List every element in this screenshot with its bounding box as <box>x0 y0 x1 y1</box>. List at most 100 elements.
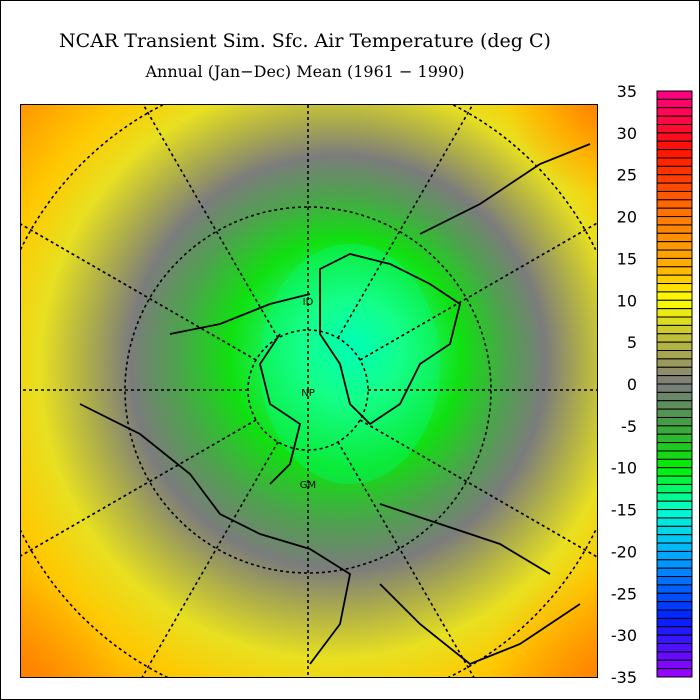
colorbar-band <box>656 207 693 218</box>
colorbar-band <box>656 391 693 402</box>
chart-subtitle: Annual (Jan−Dec) Mean (1961 − 1990) <box>145 62 465 81</box>
cold-anomaly-greenland <box>260 244 440 484</box>
chart-title: NCAR Transient Sim. Sfc. Air Temperature… <box>59 30 551 52</box>
colorbar-band <box>656 467 693 477</box>
colorbar-band <box>656 157 693 167</box>
colorbar-band <box>656 249 693 259</box>
colorbar-band <box>656 283 693 293</box>
colorbar-band <box>656 492 693 502</box>
colorbar-tick-label: -30 <box>611 626 637 645</box>
colorbar-band <box>656 216 693 226</box>
colorbar-band <box>656 132 693 142</box>
colorbar-band <box>656 643 693 653</box>
colorbar-band <box>656 483 693 494</box>
meridian-line <box>359 221 598 361</box>
colorbar-tick-label: 25 <box>617 166 637 185</box>
colorbar-tick-label: -5 <box>621 417 637 436</box>
colorbar-band <box>656 299 693 310</box>
colorbar-band <box>656 366 693 377</box>
colorbar-band <box>656 257 693 268</box>
colorbar-tick-label: -20 <box>611 542 637 561</box>
colorbar-band <box>656 617 693 628</box>
colorbar-band <box>656 375 693 385</box>
colorbar-band <box>656 383 693 393</box>
colorbar-tick-label: 20 <box>617 208 637 227</box>
colorbar-band <box>656 442 693 452</box>
colorbar-band <box>656 559 693 569</box>
colorbar-band <box>656 584 693 594</box>
colorbar-band <box>656 450 693 460</box>
colorbar-band <box>656 350 693 360</box>
colorbar-band <box>656 668 693 678</box>
colorbar-band <box>656 601 693 611</box>
colorbar-band <box>656 182 693 192</box>
colorbar-band <box>656 341 693 352</box>
colorbar-band <box>656 232 693 243</box>
colorbar-band <box>656 165 693 176</box>
colorbar-band <box>656 592 693 603</box>
colorbar-tick-label: -35 <box>611 668 637 687</box>
colorbar-band <box>656 475 693 485</box>
colorbar-band <box>656 199 693 209</box>
colorbar-band <box>656 567 693 578</box>
coastline-scandinavia <box>259 333 302 485</box>
colorbar-band <box>656 576 693 586</box>
colorbar-band <box>656 107 693 117</box>
colorbar-band <box>656 509 693 519</box>
colorbar-band <box>656 190 693 201</box>
colorbar-band <box>656 400 693 410</box>
colorbar-band <box>656 433 693 444</box>
colorbar-band <box>656 416 693 427</box>
colorbar-band <box>656 174 693 184</box>
colorbar-tick-label: 10 <box>617 291 637 310</box>
colorbar-band <box>656 500 693 511</box>
colorbar-band <box>656 333 693 343</box>
colorbar-band <box>656 241 693 251</box>
colorbar-band <box>656 408 693 418</box>
colorbar-band <box>656 534 693 544</box>
colorbar-band <box>656 115 693 125</box>
colorbar-band <box>656 609 693 619</box>
colorbar-band <box>656 425 693 435</box>
colorbar-band <box>656 659 693 670</box>
colorbar-band <box>656 517 693 527</box>
colorbar-band <box>656 324 693 335</box>
colorbar-band <box>656 224 693 234</box>
coastline-greenland <box>319 253 462 426</box>
coastline-north-america <box>379 143 591 575</box>
colorbar-band <box>656 525 693 536</box>
map-border <box>20 104 598 678</box>
label-id: ID <box>303 297 314 308</box>
colorbar-band <box>656 291 693 301</box>
colorbar-tick-label: -10 <box>611 459 637 478</box>
label-np: NP <box>301 388 315 399</box>
colorbar-tick-label: -25 <box>611 584 637 603</box>
colorbar-band <box>656 266 693 276</box>
colorbar-band <box>656 308 693 318</box>
colorbar-band <box>656 626 693 636</box>
temperature-map: ID NP GM <box>20 104 598 678</box>
colorbar-band <box>656 98 693 109</box>
colorbar-band <box>656 458 693 469</box>
colorbar-band <box>656 550 693 561</box>
colorbar-band <box>656 90 693 100</box>
colorbar-band <box>656 651 693 661</box>
colorbar-band <box>656 358 693 368</box>
colorbar-band <box>656 123 693 134</box>
colorbar-band <box>656 542 693 552</box>
warm-corner-sw <box>20 578 120 678</box>
warm-corner-ne <box>508 104 598 194</box>
colorbar: 35 30 25 20 15 10 5 0 -5 -10 -15 -20 -25 -30 -35 <box>611 82 693 687</box>
colorbar-tick-label: -15 <box>611 501 637 520</box>
colorbar-tick-label: 5 <box>627 333 637 352</box>
meridian-line <box>359 419 598 559</box>
colorbar-band <box>656 274 693 285</box>
colorbar-tick-label: 30 <box>617 124 637 143</box>
coastline-eurasia <box>79 293 581 666</box>
colorbar-tick-label: 0 <box>627 375 637 394</box>
colorbar-band <box>656 316 693 326</box>
colorbar-band <box>656 634 693 645</box>
colorbar-band <box>656 140 693 151</box>
label-gm: GM <box>300 480 316 491</box>
colorbar-tick-label: 35 <box>617 82 637 101</box>
